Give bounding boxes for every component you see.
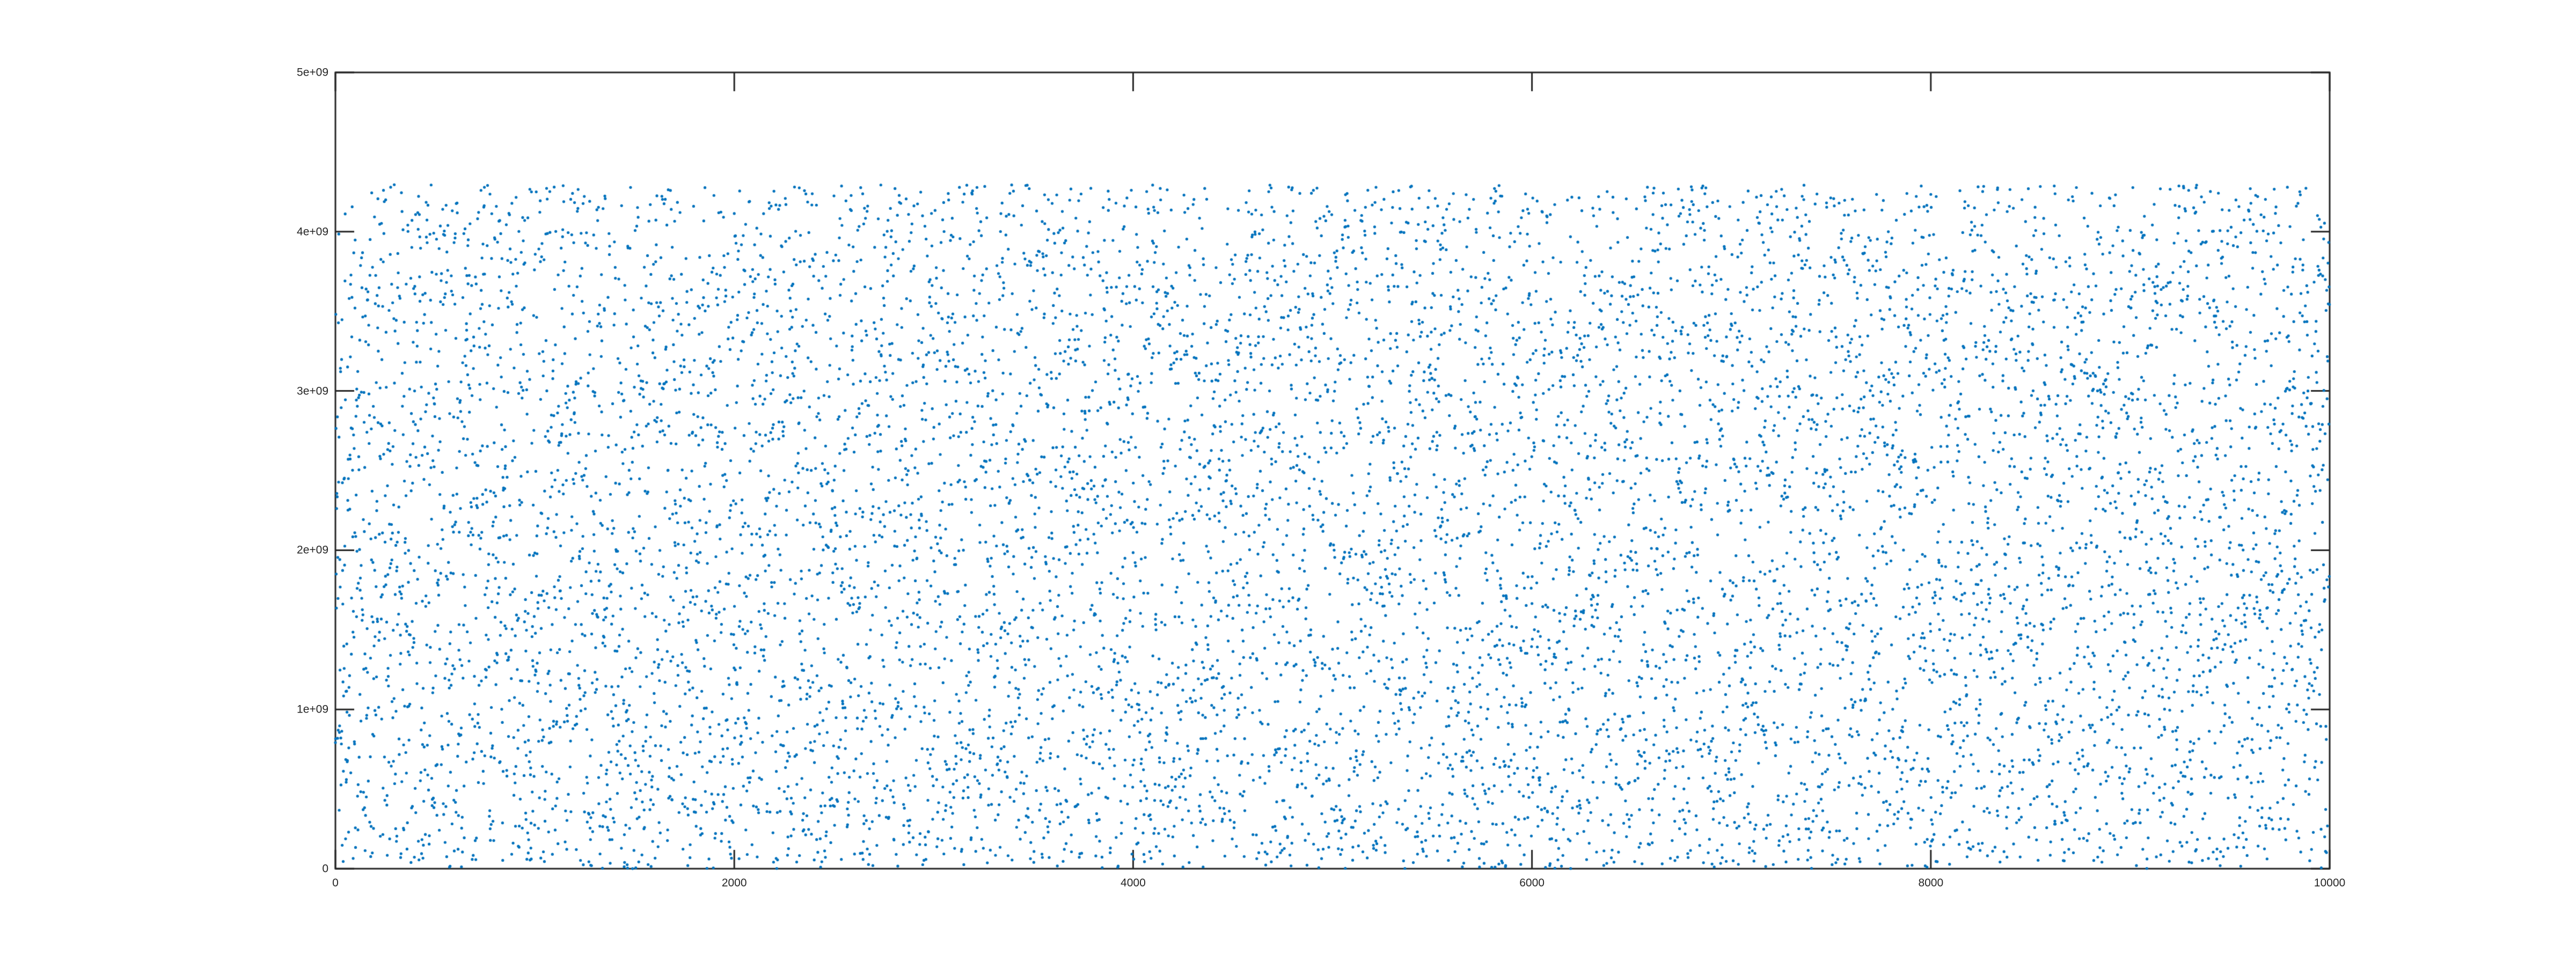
- x-tick-label: 4000: [1121, 877, 1146, 889]
- x-tick-label: 6000: [1519, 877, 1545, 889]
- y-tick-label: 1e+09: [297, 703, 328, 716]
- x-tick-label: 0: [332, 877, 339, 889]
- x-tick-label: 10000: [2314, 877, 2346, 889]
- y-tick-label: 0: [322, 862, 328, 875]
- y-tick-label: 4e+09: [297, 225, 328, 238]
- x-tick-label: 8000: [1918, 877, 1944, 889]
- y-tick-label: 3e+09: [297, 385, 328, 398]
- y-tick-label: 5e+09: [297, 66, 328, 79]
- y-tick-label: 2e+09: [297, 544, 328, 556]
- x-tick-label: 2000: [721, 877, 747, 889]
